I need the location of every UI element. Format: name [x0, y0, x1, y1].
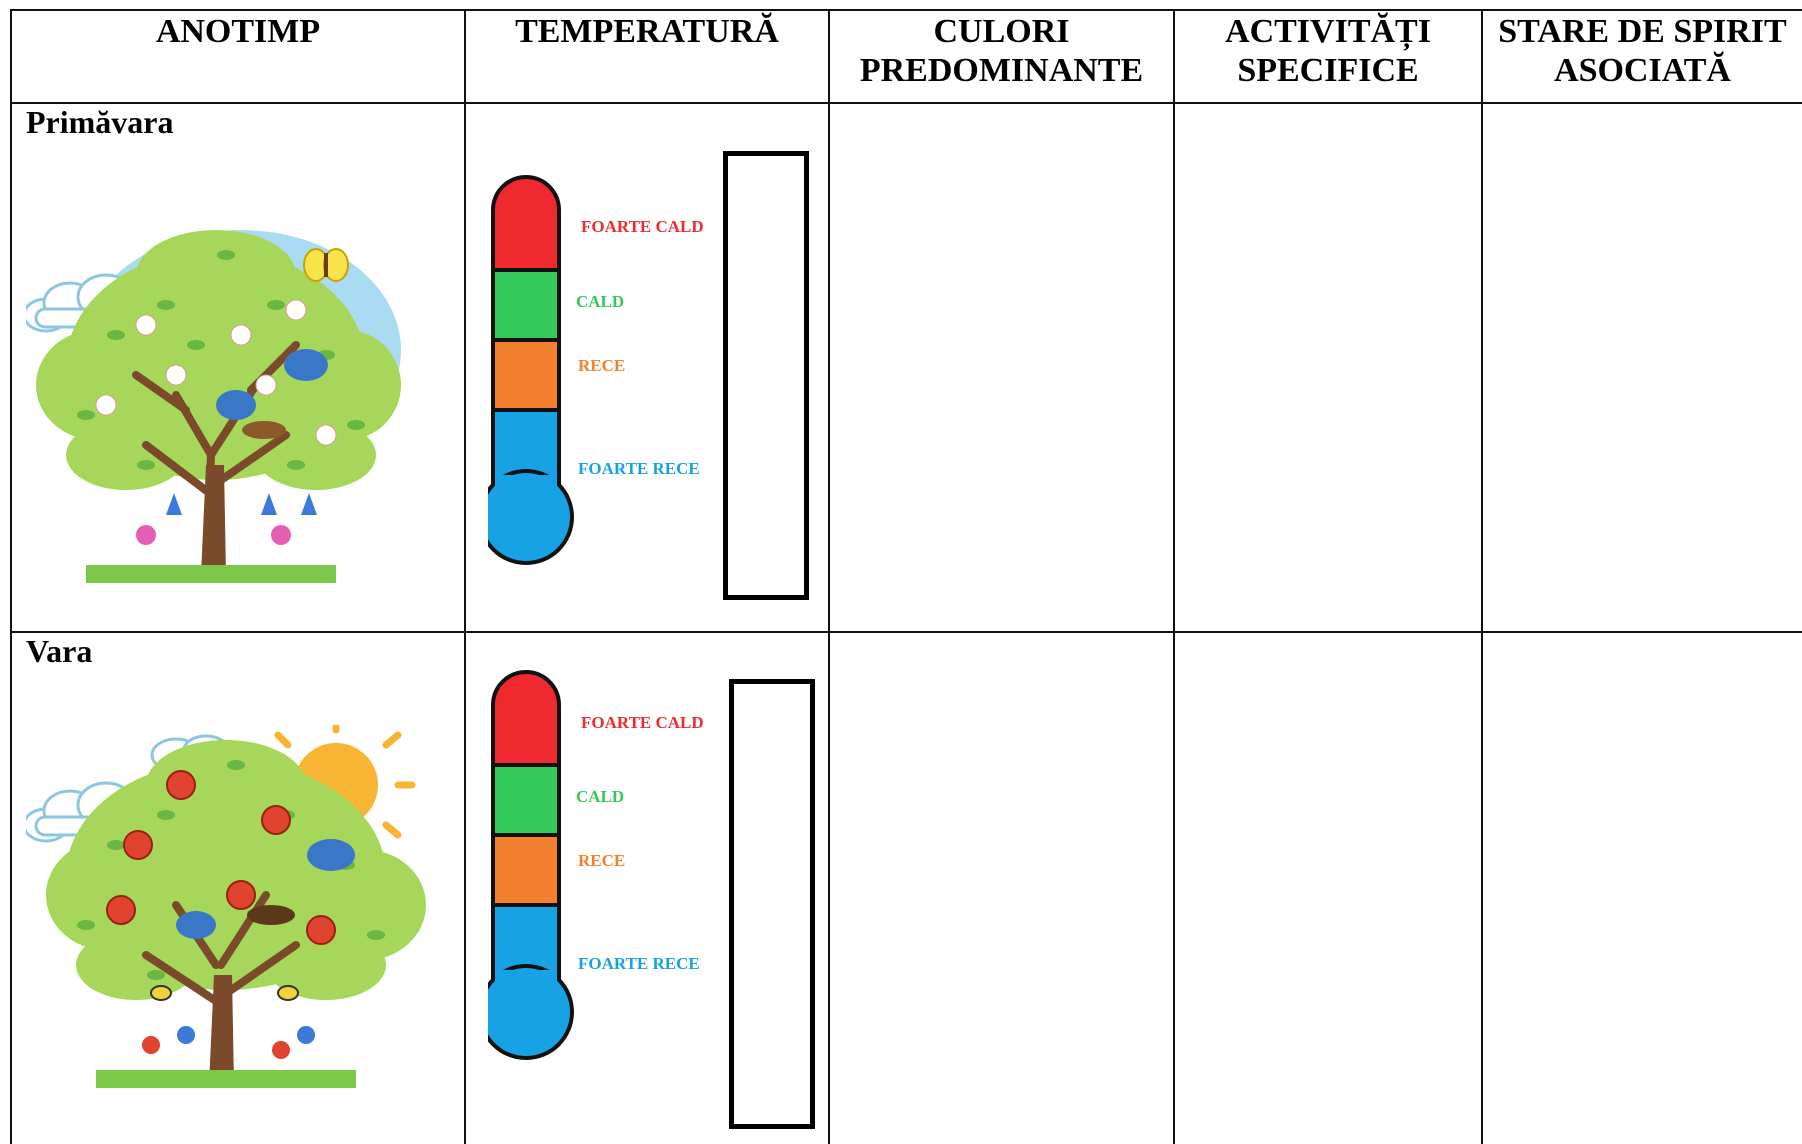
label-hot: CALD	[576, 787, 625, 806]
header-colors-line1: CULORI	[933, 13, 1070, 50]
column-divider-3	[1173, 9, 1175, 1144]
label-cold: RECE	[578, 356, 626, 375]
activities-answer-cell-summer[interactable]	[1175, 633, 1481, 1144]
header-activities-line1: ACTIVITĂȚI	[1225, 13, 1431, 50]
row-divider	[10, 631, 1802, 633]
table-top-border	[10, 9, 1802, 11]
season-name-summer: Vara	[26, 633, 93, 669]
mood-answer-cell-spring[interactable]	[1483, 104, 1802, 631]
header-mood-line1: STARE DE SPIRIT	[1498, 13, 1787, 50]
colors-answer-cell-summer[interactable]	[830, 633, 1173, 1144]
mood-answer-cell-summer[interactable]	[1483, 633, 1802, 1144]
label-very-hot: FOARTE CALD	[581, 217, 704, 236]
column-divider-1	[464, 9, 466, 1144]
header-bottom-border	[10, 102, 1802, 104]
header-mood: STARE DE SPIRIT ASOCIATĂ	[1483, 12, 1802, 90]
temperature-answer-box-summer[interactable]	[729, 679, 815, 1129]
thermometer-icon-summer	[488, 670, 574, 1060]
header-activities: ACTIVITĂȚI SPECIFICE	[1175, 12, 1481, 90]
table-left-border	[10, 9, 12, 1144]
header-colors-line2: PREDOMINANTE	[859, 52, 1144, 89]
header-season-text: ANOTIMP	[155, 13, 321, 50]
header-temperature: TEMPERATURĂ	[466, 12, 828, 51]
header-mood-line2: ASOCIATĂ	[1554, 52, 1731, 89]
label-very-cold: FOARTE RECE	[578, 459, 700, 478]
header-activities-line2: SPECIFICE	[1237, 52, 1419, 89]
header-season: ANOTIMP	[12, 12, 464, 51]
season-name-spring: Primăvara	[26, 104, 174, 140]
thermometer-cold-zone	[491, 338, 561, 412]
activities-answer-cell-spring[interactable]	[1175, 104, 1481, 631]
colors-answer-cell-spring[interactable]	[830, 104, 1173, 631]
label-very-cold: FOARTE RECE	[578, 954, 700, 973]
header-temperature-text: TEMPERATURĂ	[515, 13, 779, 50]
header-colors: CULORI PREDOMINANTE	[830, 12, 1173, 90]
label-hot: CALD	[576, 292, 625, 311]
thermometer-cold-zone	[491, 833, 561, 907]
column-divider-4	[1481, 9, 1483, 1144]
thermometer-very-hot-zone	[491, 670, 561, 767]
summer-tree-icon	[26, 725, 426, 1088]
temperature-answer-box-spring[interactable]	[723, 151, 809, 600]
label-very-hot: FOARTE CALD	[581, 713, 704, 732]
thermometer-hot-zone	[491, 268, 561, 342]
thermometer-icon-spring	[488, 175, 574, 565]
spring-tree-icon	[26, 230, 401, 583]
column-divider-2	[828, 9, 830, 1144]
thermometer-hot-zone	[491, 763, 561, 837]
thermometer-very-hot-zone	[491, 175, 561, 272]
label-cold: RECE	[578, 851, 626, 870]
